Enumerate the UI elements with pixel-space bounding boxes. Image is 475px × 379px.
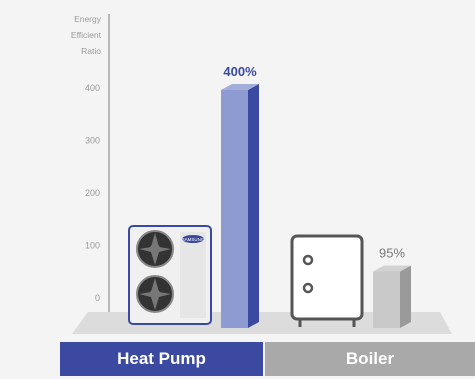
- y-axis-title-line: Efficient: [71, 30, 102, 40]
- category-band-boiler: [265, 342, 475, 376]
- bars: 400% 95%: [221, 64, 411, 328]
- y-axis-ticks: 0 100 200 300 400: [85, 83, 100, 303]
- y-tick-label: 400: [85, 83, 100, 93]
- y-tick-label: 100: [85, 241, 100, 251]
- bar-boiler: [373, 265, 411, 328]
- data-label: 400%: [223, 64, 257, 79]
- category-label-heat-pump: Heat Pump: [117, 349, 206, 368]
- boiler-icon: [290, 234, 364, 327]
- outdoor-unit-icon: SAMSUNG: [128, 225, 212, 325]
- y-tick-label: 300: [85, 136, 100, 146]
- y-axis-title-line: Ratio: [81, 46, 101, 56]
- bar-heat-pump: [221, 84, 259, 328]
- brand-logo: SAMSUNG: [182, 237, 205, 242]
- y-axis-title-line: Energy: [74, 14, 102, 24]
- y-tick-label: 0: [95, 293, 100, 303]
- y-axis-title: Energy Efficient Ratio: [71, 14, 102, 56]
- category-label-boiler: Boiler: [345, 349, 395, 368]
- category-band-heat-pump: [60, 342, 263, 376]
- y-tick-label: 200: [85, 188, 100, 198]
- data-label: 95%: [379, 245, 405, 260]
